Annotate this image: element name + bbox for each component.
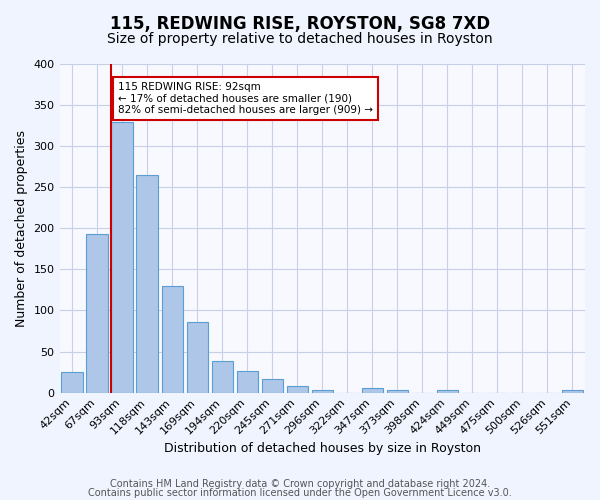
- Bar: [262, 380, 283, 392]
- Y-axis label: Number of detached properties: Number of detached properties: [15, 130, 28, 327]
- Bar: [437, 390, 458, 392]
- Bar: [236, 371, 258, 392]
- Text: Contains public sector information licensed under the Open Government Licence v3: Contains public sector information licen…: [88, 488, 512, 498]
- Bar: [387, 390, 408, 392]
- Bar: [212, 360, 233, 392]
- Text: Size of property relative to detached houses in Royston: Size of property relative to detached ho…: [107, 32, 493, 46]
- Bar: [136, 175, 158, 392]
- Bar: [311, 390, 333, 392]
- Bar: [112, 122, 133, 392]
- Bar: [86, 234, 108, 392]
- Bar: [161, 286, 183, 393]
- X-axis label: Distribution of detached houses by size in Royston: Distribution of detached houses by size …: [164, 442, 481, 455]
- Bar: [562, 390, 583, 392]
- Bar: [61, 372, 83, 392]
- Text: Contains HM Land Registry data © Crown copyright and database right 2024.: Contains HM Land Registry data © Crown c…: [110, 479, 490, 489]
- Bar: [362, 388, 383, 392]
- Text: 115 REDWING RISE: 92sqm
← 17% of detached houses are smaller (190)
82% of semi-d: 115 REDWING RISE: 92sqm ← 17% of detache…: [118, 82, 373, 116]
- Bar: [287, 386, 308, 392]
- Bar: [187, 322, 208, 392]
- Text: 115, REDWING RISE, ROYSTON, SG8 7XD: 115, REDWING RISE, ROYSTON, SG8 7XD: [110, 15, 490, 33]
